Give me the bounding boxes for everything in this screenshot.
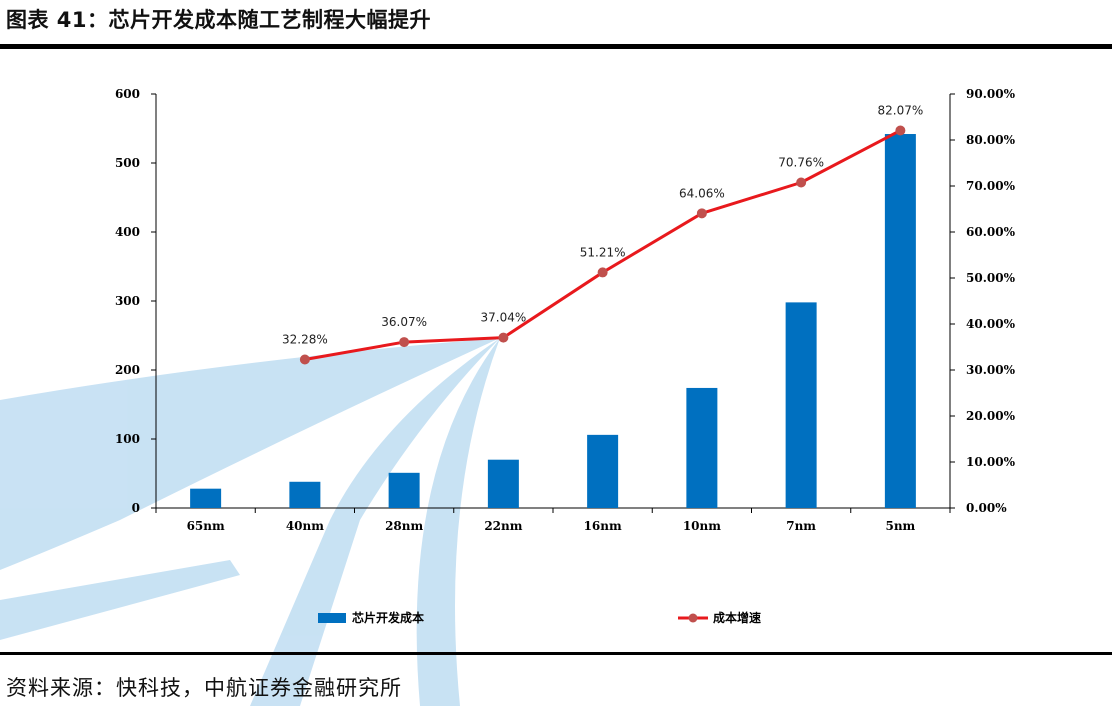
data-label: 82.07%: [877, 103, 923, 117]
x-tick-label: 65nm: [187, 519, 225, 533]
source-note: 资料来源：快科技，中航证券金融研究所: [6, 676, 402, 700]
data-label: 37.04%: [480, 311, 526, 325]
y-right-tick-label: 0.00%: [966, 501, 1007, 515]
y-left-tick-label: 0: [132, 501, 140, 515]
chart-bars: [190, 134, 916, 508]
y-right-tick-label: 70.00%: [966, 179, 1016, 193]
legend-bar-swatch: [318, 613, 346, 623]
x-tick-label: 40nm: [286, 519, 324, 533]
chart-line: [299, 125, 906, 365]
y-left-tick-label: 400: [115, 225, 140, 239]
y-right-tick-label: 30.00%: [966, 363, 1016, 377]
y-right-tick-label: 80.00%: [966, 133, 1016, 147]
bar-7nm: [785, 302, 817, 508]
legend-line-marker: [688, 613, 698, 623]
growth-point-40nm: [299, 354, 310, 365]
chart-data-labels: 32.28% 36.07% 37.04% 51.21% 64.06% 70.76% 82.0…: [282, 103, 923, 346]
bar-22nm: [487, 459, 519, 508]
y-right-tick-label: 10.00%: [966, 455, 1016, 469]
chart-axes: 0 100 200 300 400 500 600 0.00% 10.00% 20.00% 30.0…: [115, 87, 1016, 533]
data-label: 32.28%: [282, 333, 328, 347]
growth-point-28nm: [399, 337, 410, 348]
growth-point-16nm: [597, 267, 608, 278]
legend-line-label: 成本增速: [713, 610, 761, 625]
growth-point-22nm: [498, 332, 509, 343]
growth-point-10nm: [696, 208, 707, 219]
x-tick-label: 5nm: [885, 519, 915, 533]
x-tick-label: 10nm: [683, 519, 721, 533]
bar-40nm: [289, 481, 321, 508]
x-tick-label: 7nm: [786, 519, 816, 533]
y-left-tick-label: 100: [115, 432, 140, 446]
y-left-tick-label: 200: [115, 363, 140, 377]
legend-bar-label: 芯片开发成本: [352, 610, 424, 625]
y-left-tick-label: 600: [115, 87, 140, 101]
bar-16nm: [587, 434, 619, 508]
bar-65nm: [190, 488, 222, 508]
y-right-tick-label: 90.00%: [966, 87, 1016, 101]
y-right-tick-label: 20.00%: [966, 409, 1016, 423]
bar-5nm: [884, 134, 916, 508]
data-label: 36.07%: [381, 315, 427, 329]
x-tick-label: 16nm: [584, 519, 622, 533]
data-label: 70.76%: [778, 156, 824, 170]
x-tick-label: 22nm: [484, 519, 522, 533]
growth-point-5nm: [895, 125, 906, 136]
data-label: 64.06%: [679, 186, 725, 200]
data-label: 51.21%: [580, 245, 626, 259]
page-title: 图表 41：芯片开发成本随工艺制程大幅提升: [6, 8, 432, 32]
y-right-tick-label: 50.00%: [966, 271, 1016, 285]
x-tick-label: 28nm: [385, 519, 423, 533]
bottom-divider: [0, 652, 1112, 655]
y-left-tick-label: 300: [115, 294, 140, 308]
chart: 0 100 200 300 400 500 600 0.00% 10.00% 20.00% 30.0…: [115, 87, 1016, 625]
growth-point-7nm: [796, 177, 807, 188]
chart-legend: 芯片开发成本 成本增速: [318, 610, 761, 625]
y-left-tick-label: 500: [115, 156, 140, 170]
top-divider: [0, 44, 1112, 49]
y-right-tick-label: 60.00%: [966, 225, 1016, 239]
bar-28nm: [388, 472, 420, 508]
bar-10nm: [686, 387, 718, 508]
y-right-tick-label: 40.00%: [966, 317, 1016, 331]
